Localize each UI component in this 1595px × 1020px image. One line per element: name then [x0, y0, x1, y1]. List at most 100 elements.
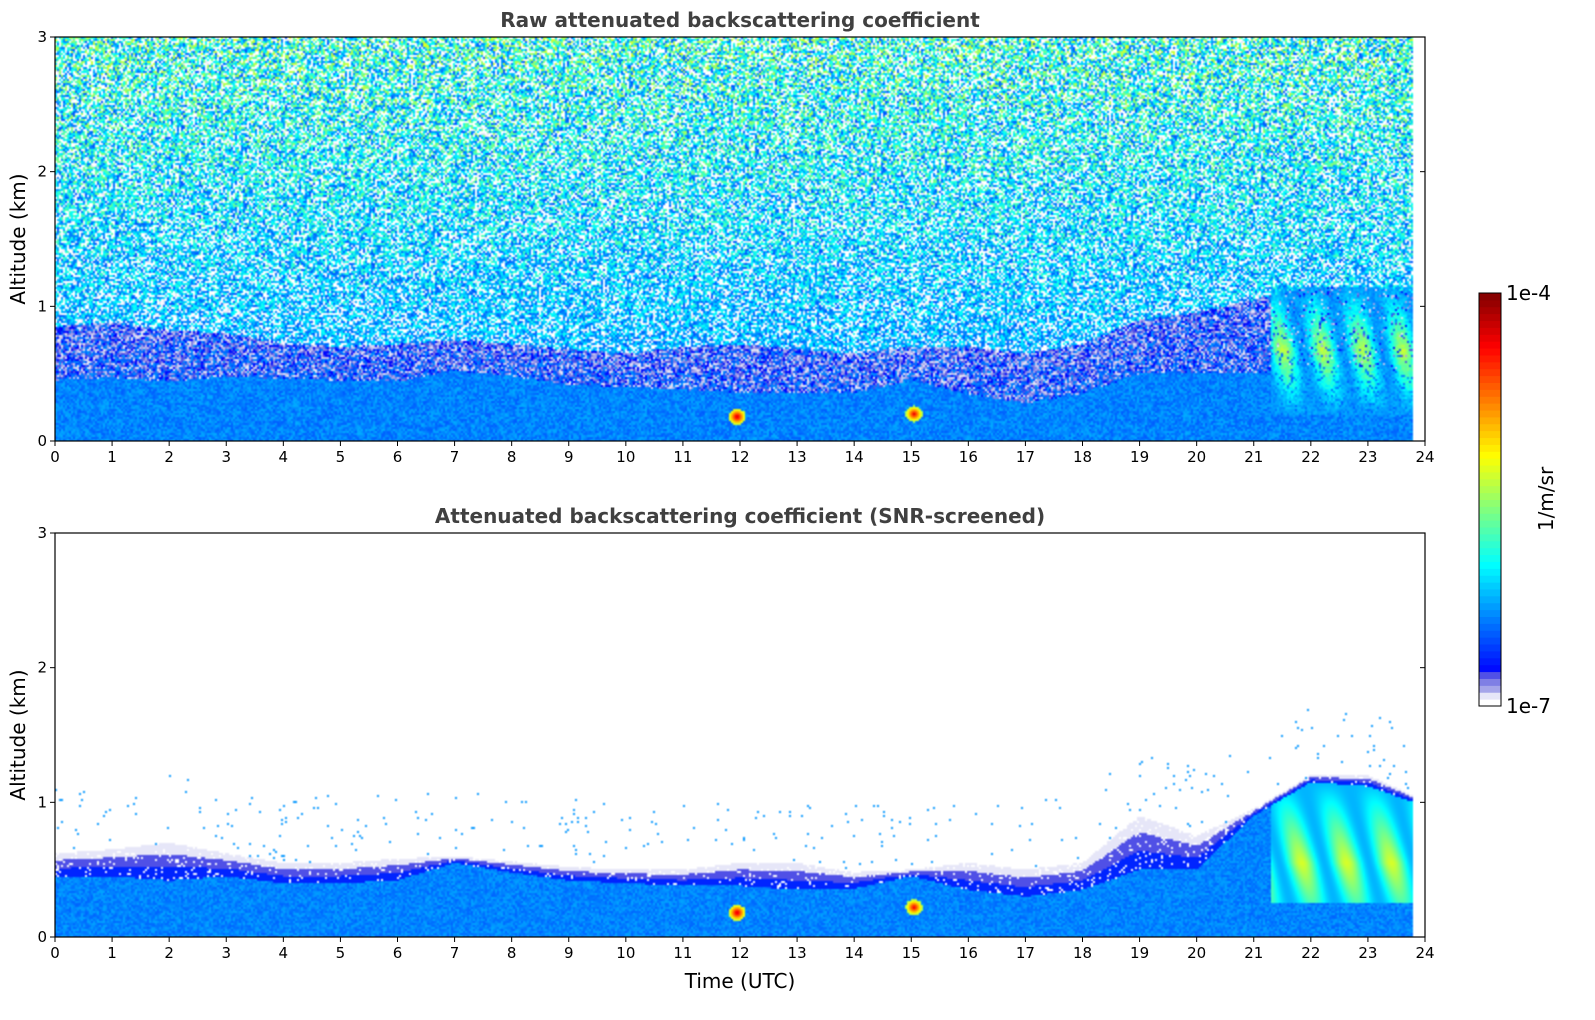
colorbar-step [1479, 306, 1501, 315]
x-tick-label: 14 [845, 944, 864, 962]
colorbar-step [1479, 334, 1501, 342]
colorbar-step [1479, 465, 1501, 473]
colorbar-step [1479, 423, 1501, 432]
y-tick-label: 2 [37, 163, 47, 181]
colorbar-step [1479, 616, 1501, 624]
colorbar-step [1479, 533, 1501, 542]
colorbar-step [1479, 527, 1501, 535]
x-tick-label: 0 [50, 944, 60, 962]
x-tick-label: 0 [50, 448, 60, 466]
colorbar-step [1479, 513, 1501, 521]
x-tick-label: 11 [673, 448, 692, 466]
colorbar-step [1479, 313, 1501, 322]
colorbar-step [1479, 575, 1501, 583]
x-tick-label: 22 [1301, 448, 1320, 466]
x-tick-label: 18 [1073, 944, 1092, 962]
colorbar-step [1479, 657, 1501, 666]
x-tick-label: 16 [959, 944, 978, 962]
x-tick-label: 19 [1130, 448, 1149, 466]
colorbar-step [1479, 554, 1501, 562]
y-tick-label: 0 [37, 928, 47, 946]
x-tick-label: 6 [393, 944, 403, 962]
x-tick-label: 24 [1415, 448, 1434, 466]
x-tick-label: 16 [959, 448, 978, 466]
colorbar-scale [1479, 293, 1501, 707]
x-tick-label: 8 [507, 448, 517, 466]
colorbar-step [1479, 430, 1501, 439]
colorbar-step [1479, 485, 1501, 494]
x-tick-label: 5 [336, 944, 346, 962]
colorbar: 1e-4 1e-7 1/m/sr [1478, 281, 1558, 718]
x-tick-label: 13 [788, 944, 807, 962]
colorbar-step [1479, 602, 1501, 611]
x-tick-label: 5 [336, 448, 346, 466]
x-tick-label: 10 [616, 944, 635, 962]
colorbar-step [1479, 678, 1501, 686]
x-tick-label: 7 [450, 944, 460, 962]
x-tick-label: 19 [1130, 944, 1149, 962]
x-tick-label: 10 [616, 448, 635, 466]
colorbar-step [1479, 623, 1501, 631]
x-tick-label: 18 [1073, 448, 1092, 466]
colorbar-step [1479, 354, 1501, 363]
colorbar-step [1479, 561, 1501, 569]
colorbar-step [1479, 499, 1501, 507]
x-tick-label: 20 [1187, 944, 1206, 962]
colorbar-step [1479, 692, 1501, 700]
x-tick-label: 9 [564, 944, 574, 962]
x-tick-label: 12 [730, 944, 749, 962]
colorbar-step [1479, 478, 1501, 487]
y-axis-label: Altitude (km) [6, 669, 30, 800]
colorbar-step [1479, 299, 1501, 308]
x-axis-label: Time (UTC) [684, 969, 796, 993]
x-tick-label: 24 [1415, 944, 1434, 962]
x-tick-label: 21 [1244, 944, 1263, 962]
colorbar-step [1479, 382, 1501, 390]
colorbar-step [1479, 637, 1501, 645]
colorbar-step [1479, 568, 1501, 576]
colorbar-step [1479, 671, 1501, 679]
colorbar-step [1479, 685, 1501, 693]
x-tick-label: 22 [1301, 944, 1320, 962]
colorbar-step [1479, 699, 1501, 707]
panel-raw-backscatter: Raw attenuated backscattering coefficien… [6, 8, 1435, 466]
panel-snr-screened: Attenuated backscattering coefficient (S… [6, 504, 1435, 993]
x-tick-label: 2 [164, 448, 174, 466]
y-tick-label: 2 [37, 659, 47, 677]
x-tick-label: 11 [673, 944, 692, 962]
x-tick-label: 14 [845, 448, 864, 466]
x-tick-label: 23 [1358, 944, 1377, 962]
heatmap-screened [55, 533, 1425, 937]
colorbar-step [1479, 396, 1501, 404]
colorbar-step [1479, 595, 1501, 604]
x-tick-label: 12 [730, 448, 749, 466]
colorbar-frame [1478, 292, 1502, 707]
x-tick-label: 1 [107, 944, 117, 962]
x-tick-label: 1 [107, 448, 117, 466]
colorbar-step [1479, 389, 1501, 397]
colorbar-step [1479, 582, 1501, 590]
axes: 0 1 2 3 4 5 6 7 8 9 10 11 12 13 14 15 16 17 18 19 20 21 22 23 24… [37, 28, 1434, 466]
colorbar-max-label: 1e-4 [1506, 281, 1551, 305]
colorbar-step [1479, 664, 1501, 673]
x-tick-label: 17 [1016, 448, 1035, 466]
colorbar-step [1479, 375, 1501, 383]
x-tick-label: 15 [902, 448, 921, 466]
x-tick-label: 9 [564, 448, 574, 466]
x-tick-label: 4 [279, 944, 289, 962]
x-tick-label: 8 [507, 944, 517, 962]
x-tick-label: 20 [1187, 448, 1206, 466]
colorbar-step [1479, 471, 1501, 480]
x-tick-label: 2 [164, 944, 174, 962]
colorbar-step [1479, 437, 1501, 445]
colorbar-step [1479, 609, 1501, 618]
x-tick-label: 3 [221, 944, 231, 962]
colorbar-step [1479, 444, 1501, 452]
colorbar-step [1479, 644, 1501, 652]
colorbar-step [1479, 520, 1501, 528]
colorbar-step [1479, 458, 1501, 466]
colorbar-step [1479, 547, 1501, 556]
colorbar-step [1479, 540, 1501, 549]
panel-title: Attenuated backscattering coefficient (S… [435, 504, 1045, 528]
